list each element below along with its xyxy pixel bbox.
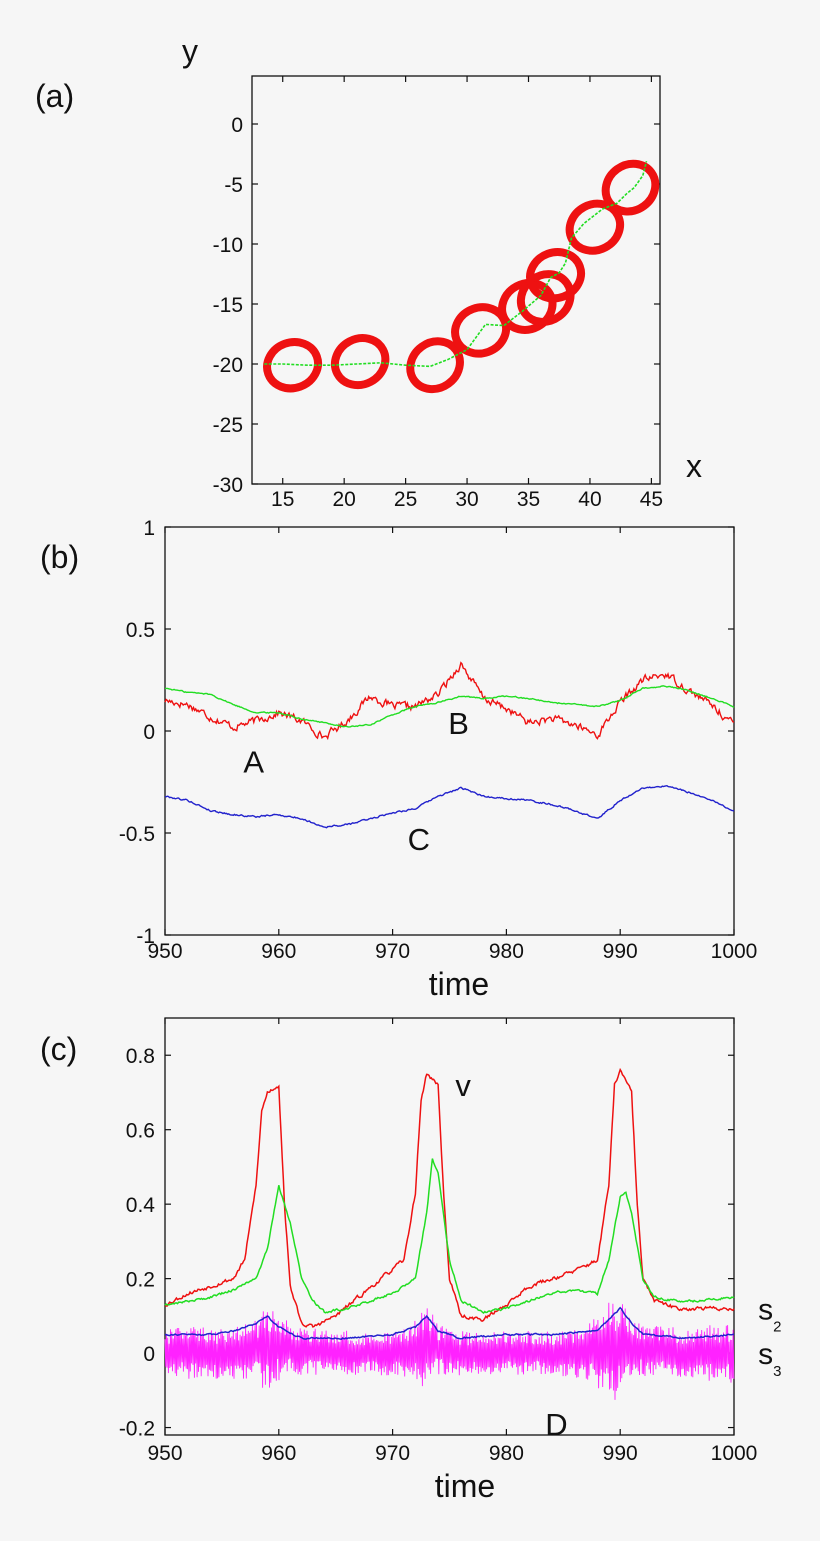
y-tick-label: -25 — [213, 414, 243, 437]
panel-b-annotations: A B C — [243, 706, 469, 857]
y-tick-label: 0.8 — [126, 1045, 155, 1068]
x-tick-label: 950 — [147, 1442, 182, 1465]
series-label-s2-subscript: 2 — [773, 1318, 781, 1335]
y-tick-label: -0.5 — [119, 823, 155, 846]
y-tick-label: -30 — [213, 474, 243, 497]
x-tick-label: 30 — [455, 488, 478, 511]
x-tick-label: 15 — [271, 488, 294, 511]
y-tick-label: 0.6 — [126, 1120, 155, 1143]
x-tick-label: 990 — [603, 1442, 638, 1465]
trajectory-line — [264, 161, 648, 368]
panel-b-label: (b) — [40, 539, 79, 575]
x-tick-label: 35 — [517, 488, 540, 511]
series-green-line — [165, 685, 735, 728]
panel-c-label: (c) — [40, 1031, 77, 1067]
x-tick-label: 990 — [603, 940, 638, 963]
x-tick-label: 25 — [394, 488, 417, 511]
series-label-b: B — [448, 706, 469, 741]
y-tick-label: -5 — [224, 174, 243, 197]
cell-outline — [601, 159, 660, 216]
cell-outline — [406, 337, 464, 394]
panel-a-x-tick-labels: 15 20 25 30 35 40 45 — [271, 488, 663, 511]
series-s2-green-line — [164, 1158, 735, 1314]
x-tick-label: 960 — [261, 1442, 296, 1465]
panel-c-annotations: v D s2 s3 — [455, 1068, 781, 1442]
panel-c: (c) time 950 960 970 980 990 1000 0.8 0.… — [40, 1017, 781, 1504]
series-label-s3-text: s — [758, 1338, 773, 1371]
x-tick-label: 45 — [640, 488, 663, 511]
series-blue-line — [164, 784, 735, 829]
y-tick-label: -10 — [213, 234, 243, 257]
panel-c-plot-area — [164, 1017, 735, 1436]
y-tick-label: 0.5 — [126, 619, 155, 642]
series-label-a: A — [243, 745, 264, 780]
series-magenta-oscillation — [164, 1302, 735, 1400]
y-tick-label: -0.2 — [119, 1418, 155, 1441]
cell-outline — [526, 248, 586, 303]
cell-outline — [330, 334, 390, 390]
series-label-d: D — [545, 1407, 567, 1442]
series-s3-blue-line — [164, 1306, 735, 1340]
y-tick-label: 1 — [143, 517, 155, 540]
series-v-red-line — [164, 1067, 735, 1328]
y-tick-label: 0 — [143, 1343, 155, 1366]
x-tick-label: 1000 — [711, 940, 758, 963]
panel-c-y-tick-labels: 0.8 0.6 0.4 0.2 0 -0.2 — [119, 1045, 155, 1440]
y-tick-label: -15 — [213, 294, 243, 317]
panel-a-x-axis-label: x — [686, 448, 702, 484]
panel-a: (a) y x 15 20 25 30 35 40 45 0 -5 -10 -1… — [35, 33, 702, 511]
panel-c-x-tick-labels: 950 960 970 980 990 1000 — [147, 1442, 757, 1465]
panel-b-plot-area — [164, 526, 735, 936]
x-tick-label: 40 — [578, 488, 601, 511]
panel-a-plot-area — [251, 75, 661, 485]
x-tick-label: 980 — [489, 1442, 524, 1465]
panel-b-x-tick-labels: 950 960 970 980 990 1000 — [147, 940, 757, 963]
y-tick-label: -1 — [136, 925, 155, 948]
series-label-s2: s2 — [758, 1293, 781, 1335]
series-label-s3-subscript: 3 — [773, 1363, 781, 1380]
x-tick-label: 970 — [375, 1442, 410, 1465]
y-tick-label: 0.2 — [126, 1269, 155, 1292]
x-tick-label: 970 — [375, 940, 410, 963]
panel-a-y-axis-label: y — [182, 33, 198, 69]
series-label-c: C — [408, 822, 430, 857]
panel-b-x-axis-label: time — [429, 966, 489, 1002]
x-tick-label: 980 — [489, 940, 524, 963]
panel-c-frame — [164, 1017, 735, 1436]
series-red-line — [164, 661, 735, 741]
x-tick-label: 20 — [332, 488, 355, 511]
x-tick-label: 950 — [147, 940, 182, 963]
cell-outline — [565, 199, 625, 255]
x-tick-label: 960 — [261, 940, 296, 963]
y-tick-label: 0 — [143, 721, 155, 744]
panel-b-y-tick-labels: 1 0.5 0 -0.5 -1 — [119, 517, 155, 948]
y-tick-label: 0 — [231, 114, 243, 137]
cell-outline — [263, 338, 323, 393]
panel-b: (b) time 950 960 970 980 990 1000 1 0.5 … — [40, 517, 757, 1002]
y-tick-label: -20 — [213, 354, 243, 377]
series-label-s3: s3 — [758, 1338, 781, 1380]
x-tick-label: 1000 — [711, 1442, 758, 1465]
y-tick-label: 0.4 — [126, 1194, 156, 1217]
series-label-v: v — [455, 1068, 471, 1103]
panel-a-frame — [251, 75, 661, 485]
panel-a-label: (a) — [35, 78, 74, 114]
panel-a-y-tick-labels: 0 -5 -10 -15 -20 -25 -30 — [213, 114, 243, 497]
series-label-s2-text: s — [758, 1293, 773, 1326]
panel-c-x-axis-label: time — [435, 1468, 495, 1504]
